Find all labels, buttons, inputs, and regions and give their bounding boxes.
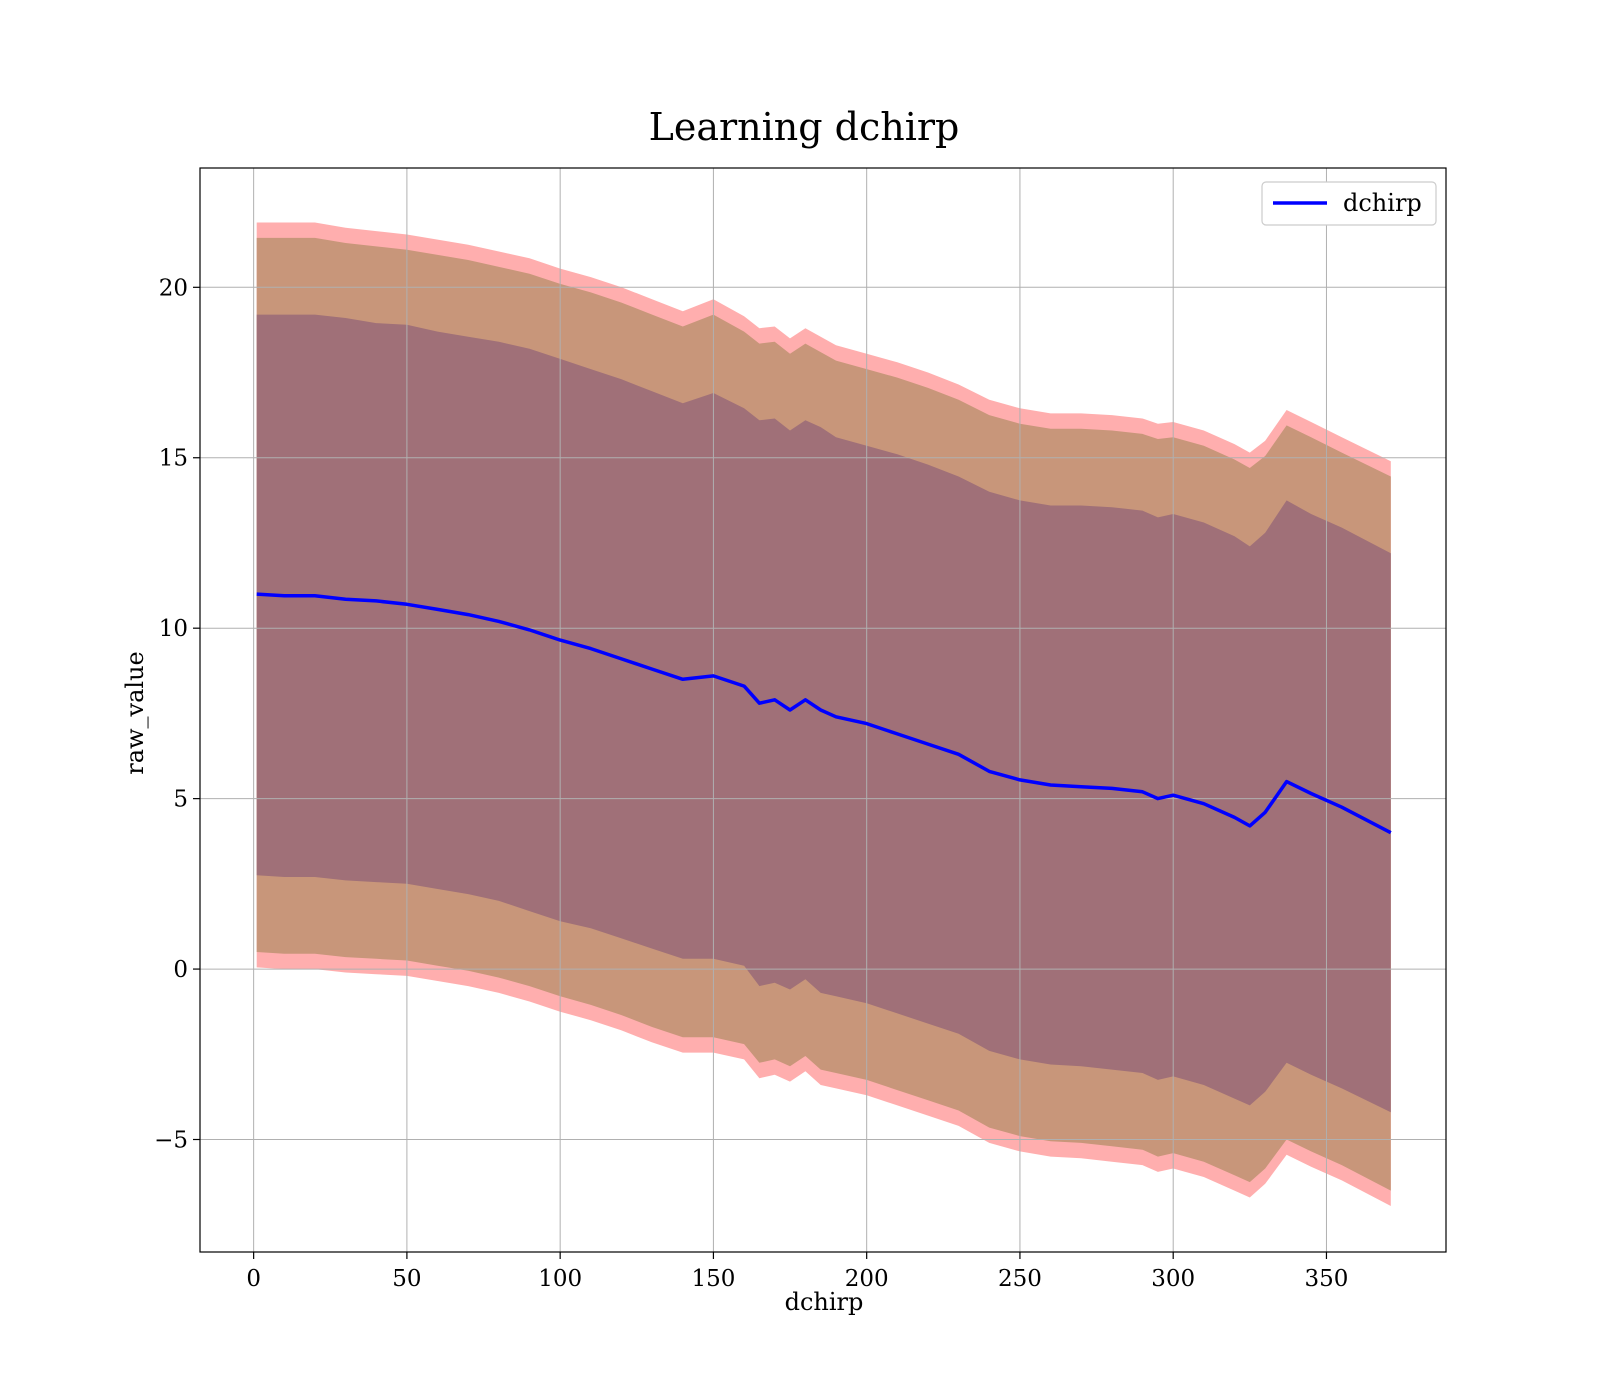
x-axis-label: dchirp (785, 1288, 864, 1316)
legend-label: dchirp (1343, 189, 1422, 217)
plot-area (199, 167, 1447, 1253)
chart-title: Learning dchirp (649, 105, 960, 149)
y-axis-label: raw_value (121, 651, 149, 775)
x-tick-label: 350 (1305, 1266, 1349, 1292)
grid-lines (200, 168, 1446, 1252)
inner-band (256, 314, 1391, 1113)
x-tick-label: 50 (392, 1266, 421, 1292)
x-tick-label: 250 (998, 1266, 1042, 1292)
mean-line-group (256, 592, 1392, 835)
legend-box (1261, 181, 1437, 226)
y-axis-ticks: −5 0 5 10 15 20 (154, 275, 200, 1154)
plot-frame (199, 167, 1447, 1253)
x-tick-label: 100 (538, 1266, 582, 1292)
confidence-bands (256, 222, 1391, 1206)
x-tick-label: 0 (246, 1266, 261, 1292)
legend: dchirp (1261, 181, 1437, 226)
dchirp-mean-line (256, 592, 1392, 835)
y-tick-label: 5 (173, 787, 188, 813)
y-tick-label: −5 (154, 1128, 188, 1154)
y-tick-label: 20 (159, 275, 188, 301)
y-tick-label: 10 (159, 616, 188, 642)
x-tick-label: 300 (1151, 1266, 1195, 1292)
x-tick-label: 200 (845, 1266, 889, 1292)
x-axis-ticks: 0 50 100 150 200 250 300 350 (246, 1252, 1348, 1292)
x-tick-label: 150 (691, 1266, 735, 1292)
y-tick-label: 0 (173, 957, 188, 983)
y-tick-label: 15 (159, 446, 188, 472)
